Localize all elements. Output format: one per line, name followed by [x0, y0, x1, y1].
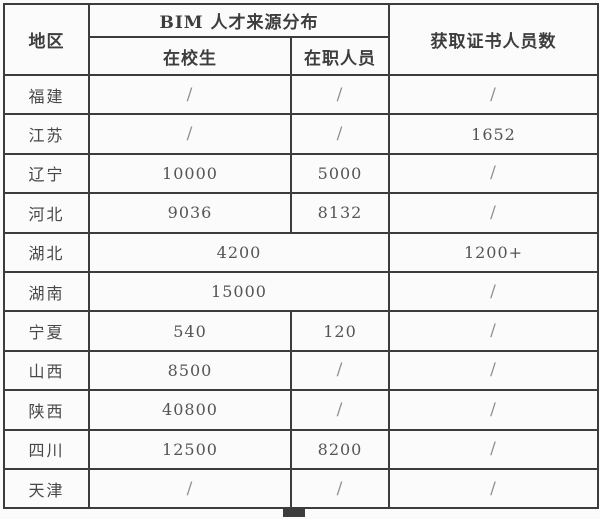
- certified-cell: /: [388, 428, 599, 470]
- header-row-title: 地区 BIM 人才来源分布 获取证书人员数: [3, 3, 599, 76]
- students-cell: /: [88, 73, 292, 116]
- certified-cell: /: [388, 467, 599, 510]
- region-cell: 山西: [3, 349, 90, 392]
- students-cell: /: [88, 113, 292, 155]
- table-row: 陕西 40800 / /: [3, 389, 599, 431]
- employees-cell: /: [290, 73, 390, 116]
- region-cell: 湖南: [3, 270, 90, 313]
- students-cell: 10000: [88, 152, 292, 195]
- certified-cell: /: [388, 310, 599, 352]
- students-cell: 540: [88, 310, 292, 352]
- table-row: 辽宁 10000 5000 /: [3, 152, 599, 195]
- header-students: 在校生: [88, 36, 292, 76]
- source-merged-cell: 4200: [88, 231, 390, 273]
- certified-cell: /: [388, 270, 599, 313]
- header-certified: 获取证书人员数: [388, 3, 599, 76]
- source-merged-cell: 15000: [88, 270, 390, 313]
- certified-cell: /: [388, 389, 599, 431]
- header-row-sub: 在校生 在职人员: [4, 36, 598, 76]
- bim-talent-table: 地区 BIM 人才来源分布 获取证书人员数 在校生 在职人员 福建 / / / …: [3, 3, 599, 510]
- employees-cell: 8200: [290, 428, 390, 470]
- region-cell: 河北: [3, 192, 90, 234]
- students-cell: 40800: [88, 389, 292, 431]
- table-row: 福建 / / /: [3, 73, 599, 116]
- table-row: 江苏 / / 1652: [3, 113, 599, 155]
- region-cell: 福建: [3, 73, 90, 116]
- employees-cell: /: [290, 467, 390, 510]
- certified-cell: /: [388, 192, 599, 234]
- table-row: 山西 8500 / /: [3, 349, 599, 392]
- region-cell: 宁夏: [3, 310, 90, 352]
- region-cell: 陕西: [3, 389, 90, 431]
- region-cell: 四川: [3, 428, 90, 470]
- certified-cell: /: [388, 152, 599, 195]
- table-bottom-notch: [283, 507, 305, 517]
- table-row: 宁夏 540 120 /: [3, 310, 599, 352]
- table-row: 四川 12500 8200 /: [3, 428, 599, 470]
- employees-cell: /: [290, 349, 390, 392]
- table-row: 河北 9036 8132 /: [3, 192, 599, 234]
- students-cell: 8500: [88, 349, 292, 392]
- employees-cell: /: [290, 389, 390, 431]
- certified-cell: 1652: [388, 113, 599, 155]
- employees-cell: 5000: [290, 152, 390, 195]
- header-source-group: BIM 人才来源分布: [88, 3, 390, 38]
- certified-cell: /: [388, 349, 599, 392]
- employees-cell: 8132: [290, 192, 390, 234]
- employees-cell: /: [290, 113, 390, 155]
- header-employees: 在职人员: [290, 36, 390, 76]
- students-cell: 12500: [88, 428, 292, 470]
- table-row: 湖南 15000 /: [3, 270, 599, 313]
- table-row: 湖北 4200 1200+: [3, 231, 599, 273]
- region-cell: 江苏: [3, 113, 90, 155]
- certified-cell: 1200+: [388, 231, 599, 273]
- region-cell: 天津: [3, 467, 90, 510]
- students-cell: /: [88, 467, 292, 510]
- header-region: 地区: [3, 3, 90, 76]
- region-cell: 辽宁: [3, 152, 90, 195]
- students-cell: 9036: [88, 192, 292, 234]
- region-cell: 湖北: [3, 231, 90, 273]
- employees-cell: 120: [290, 310, 390, 352]
- table-row: 天津 / / /: [3, 467, 599, 510]
- certified-cell: /: [388, 73, 599, 116]
